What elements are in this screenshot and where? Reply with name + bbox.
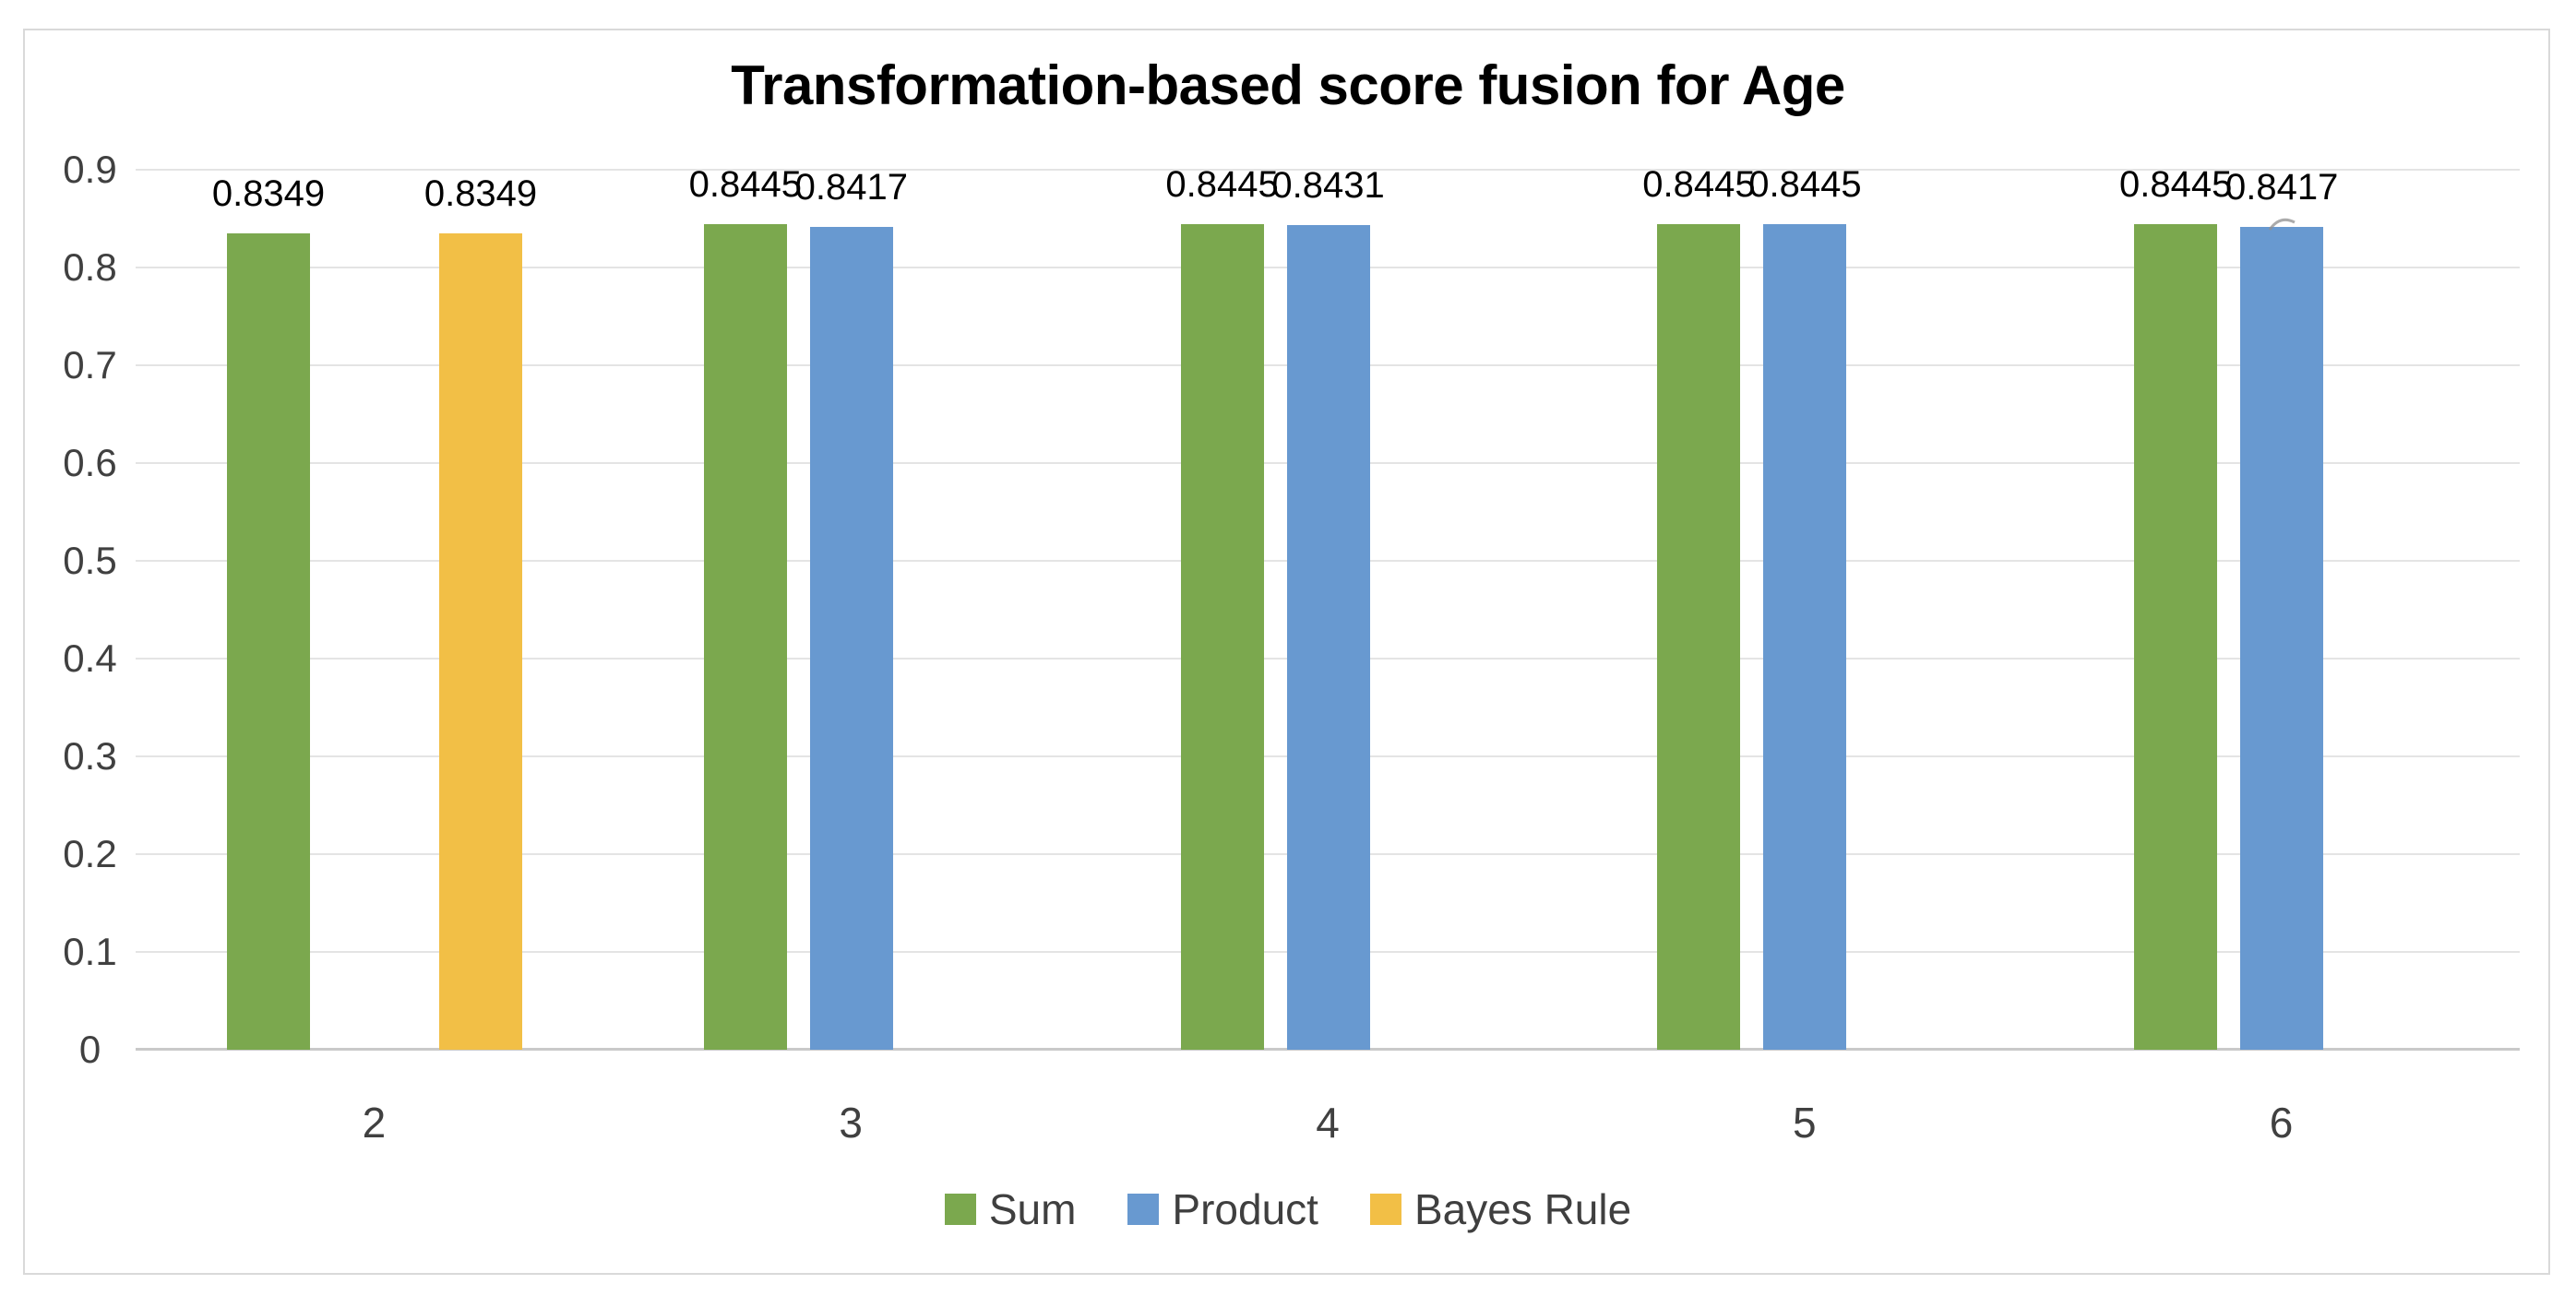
legend-label: Product [1172,1185,1318,1233]
legend-item-sum: Sum [944,1184,1077,1234]
bar-bayes-rule [439,233,522,1050]
y-tick-label: 0 [78,1028,101,1071]
bar-product [1763,223,1847,1050]
y-tick-label: 0.3 [63,734,117,778]
legend-item-product: Product [1127,1184,1318,1234]
data-label: 0.8349 [423,173,538,215]
data-label: 0.8445 [1165,163,1279,205]
legend: Sum Product Bayes Rule [0,1184,2576,1234]
y-tick-label: 0.9 [63,148,117,191]
bar-sum [2134,223,2218,1050]
x-tick-label: 3 [839,1099,863,1147]
x-tick-label: 6 [2269,1099,2294,1147]
x-tick-label: 4 [1316,1099,1340,1147]
legend-label: Bayes Rule [1413,1185,1632,1233]
bar-product [1286,225,1370,1050]
data-label: 0.8417 [794,166,908,208]
data-label: 0.8349 [211,173,326,215]
data-label: 0.8445 [2119,163,2233,205]
bar-sum [1657,223,1741,1050]
x-axis: 2 3 4 5 6 [136,1098,2520,1153]
y-tick-label: 0.7 [63,343,117,386]
bar-product [2240,226,2324,1050]
data-label: 0.8417 [2225,166,2339,208]
data-label: 0.8445 [1642,163,1756,205]
bar-product [809,226,893,1050]
y-tick-label: 0.5 [63,539,117,582]
legend-label: Sum [988,1185,1077,1233]
y-tick-label: 0.8 [63,245,117,289]
chart-title: Transformation-based score fusion for Ag… [731,54,1845,116]
x-tick-label: 2 [362,1099,387,1147]
legend-swatch [1369,1194,1401,1225]
x-tick-label: 5 [1792,1099,1817,1147]
legend-swatch [944,1194,976,1225]
bar-sum [1180,223,1264,1050]
data-label: 0.8431 [1271,165,1385,207]
data-label: 0.8445 [688,163,802,205]
y-tick-label: 0.2 [63,832,117,875]
plot-area: 0.8349 0.8349 0.8445 0.8417 0.8445 0.8431 0.84… [136,164,2520,1051]
bar-sum [227,233,310,1050]
smudge-artifact [2268,218,2296,231]
legend-item-bayes-rule: Bayes Rule [1369,1184,1632,1234]
gridline [136,169,2520,171]
y-tick-label: 0.1 [63,930,117,973]
y-tick-label: 0.4 [63,636,117,680]
y-tick-label: 0.6 [63,441,117,484]
bar-sum [703,223,787,1050]
data-label: 0.8445 [1748,163,1862,205]
y-axis: 0 0.1 0.2 0.3 0.4 0.5 0.6 0.7 0.8 0.9 [42,148,138,1071]
legend-swatch [1127,1194,1160,1225]
